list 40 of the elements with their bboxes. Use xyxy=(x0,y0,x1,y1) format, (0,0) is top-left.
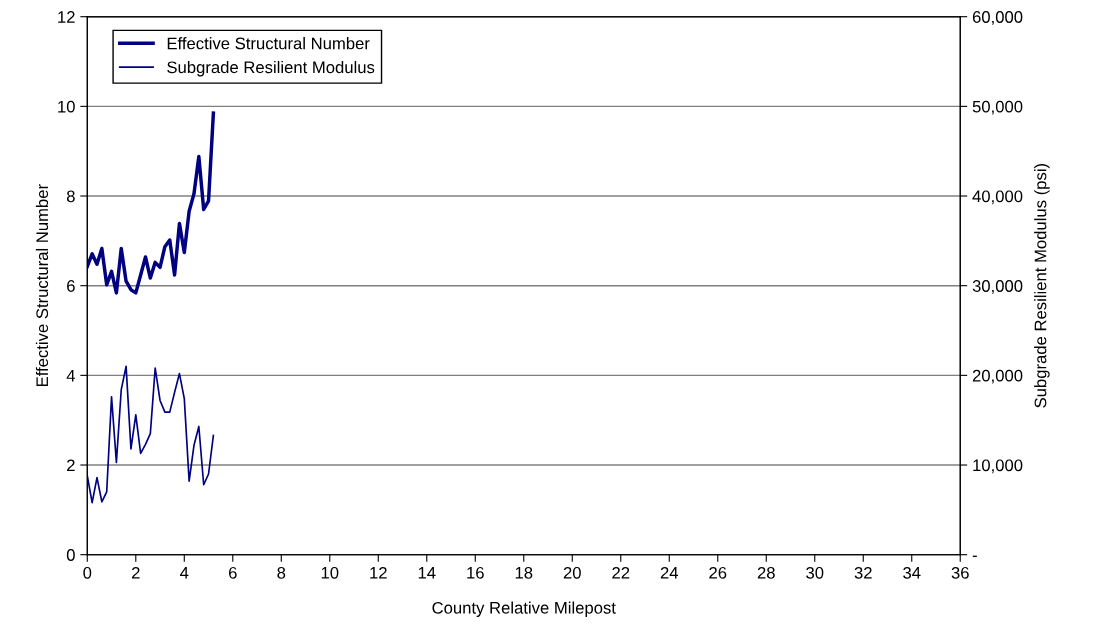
y2-tick-label: 60,000 xyxy=(972,11,1023,25)
x-tick-label: 26 xyxy=(709,566,727,579)
y2-tick-label: 20,000 xyxy=(972,369,1023,384)
x-tick-label: 28 xyxy=(757,566,775,579)
x-tick-label: 22 xyxy=(612,566,630,579)
x-tick-label: 32 xyxy=(854,566,872,579)
x-tick-label: 18 xyxy=(515,566,533,579)
x-tick-label: 10 xyxy=(321,566,339,579)
y-axis-title: Effective Structural Number xyxy=(35,184,49,387)
legend-label: Subgrade Resilient Modulus xyxy=(167,60,375,77)
legend-label: Effective Structural Number xyxy=(167,37,370,50)
x-tick-label: 14 xyxy=(418,567,436,579)
y2-tick-label: 40,000 xyxy=(972,190,1023,205)
y-tick-label: 4 xyxy=(66,369,75,382)
y2-tick-label: 10,000 xyxy=(973,459,1023,474)
y2-axis-title: Subgrade Resilient Modulus (psi) xyxy=(1034,163,1050,408)
x-tick-label: 34 xyxy=(903,566,921,579)
x-tick-label: 16 xyxy=(467,566,484,579)
x-tick-label: 30 xyxy=(806,566,824,579)
y2-tick-label: 50,000 xyxy=(972,100,1023,115)
x-tick-label: 12 xyxy=(370,566,387,579)
x-tick-label: 20 xyxy=(563,566,581,579)
x-tick-label: 24 xyxy=(660,566,679,579)
y-tick-label: 6 xyxy=(67,280,75,292)
y-tick-label: 12 xyxy=(58,11,75,23)
y-tick-label: 0 xyxy=(66,549,75,561)
y2-tick-label: 30,000 xyxy=(972,280,1023,294)
line-series xyxy=(87,111,216,295)
x-tick-label: 8 xyxy=(277,566,286,579)
y-tick-label: 2 xyxy=(67,459,75,472)
x-axis-title: County Relative Milepost xyxy=(432,601,616,618)
x-tick-label: 0 xyxy=(83,566,92,579)
y-tick-label: 8 xyxy=(66,190,75,203)
line-series xyxy=(87,365,215,504)
x-tick-label: 4 xyxy=(180,567,189,579)
x-tick-label: 2 xyxy=(132,566,140,579)
y2-tick-label: - xyxy=(972,555,977,557)
y-tick-label: 10 xyxy=(58,100,75,113)
x-tick-label: 36 xyxy=(951,566,969,579)
x-tick-label: 6 xyxy=(229,566,237,579)
